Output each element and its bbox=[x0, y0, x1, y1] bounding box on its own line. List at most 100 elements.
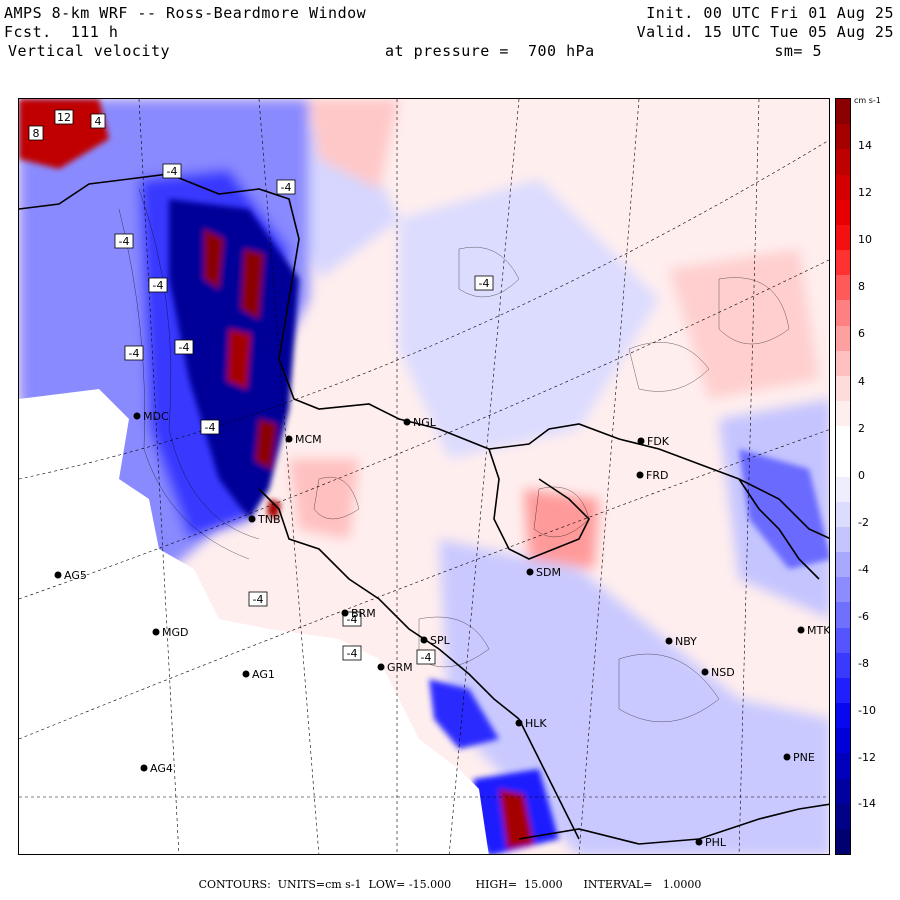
colorbar-segment bbox=[836, 753, 850, 779]
station-marker bbox=[54, 571, 62, 579]
colorbar-segment bbox=[836, 476, 850, 503]
station-marker bbox=[783, 753, 791, 761]
station-label: AG1 bbox=[252, 668, 275, 681]
colorbar-segment bbox=[836, 803, 850, 830]
colorbar-segment bbox=[836, 728, 850, 754]
contour-label: -4 bbox=[342, 645, 362, 661]
smoothing-label: sm= 5 bbox=[774, 42, 822, 60]
station-label: MTK bbox=[807, 624, 830, 637]
station-label: AG5 bbox=[64, 569, 87, 582]
station-marker bbox=[133, 412, 141, 420]
colorbar-tick-label: 6 bbox=[858, 327, 865, 340]
colorbar-segment bbox=[836, 501, 850, 528]
svg-text:-4: -4 bbox=[119, 235, 130, 248]
contour-label: -4 bbox=[174, 339, 194, 355]
colorbar-segment bbox=[836, 174, 850, 201]
contour-label: 12 bbox=[54, 109, 74, 125]
station-marker bbox=[248, 515, 256, 523]
station-marker bbox=[701, 668, 709, 676]
svg-text:-4: -4 bbox=[281, 181, 292, 194]
colorbar-segment bbox=[836, 350, 850, 377]
svg-text:-4: -4 bbox=[421, 651, 432, 664]
contour-label: -4 bbox=[148, 277, 168, 293]
station-nsd: NSD bbox=[701, 666, 735, 679]
colorbar-tick-label: -14 bbox=[858, 797, 876, 810]
svg-text:-4: -4 bbox=[153, 279, 164, 292]
colorbar-segment bbox=[836, 451, 850, 477]
colorbar-segment bbox=[836, 677, 850, 704]
station-label: TNB bbox=[257, 513, 281, 526]
station-ag4: AG4 bbox=[140, 762, 173, 775]
colorbar-tick-label: 0 bbox=[858, 469, 865, 482]
station-marker bbox=[695, 838, 703, 846]
station-marker bbox=[665, 637, 673, 645]
pressure-level: at pressure = 700 hPa bbox=[385, 42, 595, 60]
station-label: BRM bbox=[351, 607, 376, 620]
variable-name: Vertical velocity bbox=[8, 42, 171, 60]
contour-label: -4 bbox=[276, 179, 296, 195]
contour-label: 8 bbox=[28, 125, 44, 141]
station-marker bbox=[285, 435, 293, 443]
contour-label: -4 bbox=[416, 649, 436, 665]
station-phl: PHL bbox=[695, 836, 727, 849]
colorbar-segment bbox=[836, 778, 850, 805]
colorbar-tick-label: -10 bbox=[858, 704, 876, 717]
station-nby: NBY bbox=[665, 635, 697, 648]
colorbar-tick-label: 14 bbox=[858, 139, 872, 152]
svg-text:12: 12 bbox=[57, 111, 71, 124]
station-brm: BRM bbox=[341, 607, 376, 620]
contour-label: -4 bbox=[114, 233, 134, 249]
colorbar-segment bbox=[836, 552, 850, 578]
station-pne: PNE bbox=[783, 751, 815, 764]
station-mtk: MTK bbox=[797, 624, 830, 637]
station-label: GRM bbox=[387, 661, 413, 674]
station-sdm: SDM bbox=[526, 566, 561, 579]
svg-text:8: 8 bbox=[33, 127, 40, 140]
station-marker bbox=[637, 437, 645, 445]
contour-label: -4 bbox=[248, 591, 268, 607]
station-label: PNE bbox=[793, 751, 815, 764]
station-marker bbox=[377, 663, 385, 671]
station-label: FDK bbox=[647, 435, 670, 448]
station-label: SPL bbox=[430, 634, 451, 647]
colorbar-tick-label: -8 bbox=[858, 657, 869, 670]
svg-text:-4: -4 bbox=[479, 277, 490, 290]
contour-label: -4 bbox=[162, 163, 182, 179]
colorbar-units: cm s-1 bbox=[854, 96, 881, 105]
station-label: MDC bbox=[143, 410, 169, 423]
svg-text:-4: -4 bbox=[167, 165, 178, 178]
contour-info-footer: CONTOURS: UNITS=cm s-1 LOW= -15.000 HIGH… bbox=[198, 878, 702, 891]
colorbar-segment bbox=[836, 250, 850, 276]
colorbar-segment bbox=[836, 652, 850, 679]
station-marker bbox=[797, 626, 805, 634]
colorbar-segment bbox=[836, 149, 850, 175]
station-fdk: FDK bbox=[637, 435, 670, 448]
colorbar-segment bbox=[836, 275, 850, 301]
no-data-region bbox=[19, 389, 489, 854]
station-marker bbox=[515, 719, 523, 727]
contour-label: -4 bbox=[200, 419, 220, 435]
colorbar-segment bbox=[836, 199, 850, 226]
colorbar-tick-label: -6 bbox=[858, 610, 869, 623]
colorbar-segment bbox=[836, 627, 850, 654]
colorbar-segment bbox=[836, 300, 850, 326]
contour-label: -4 bbox=[124, 345, 144, 361]
lat-lon-grid bbox=[19, 99, 829, 854]
colorbar-tick-label: 2 bbox=[858, 422, 865, 435]
station-label: FRD bbox=[646, 469, 668, 482]
station-label: MCM bbox=[295, 433, 322, 446]
map-plot: 12 8 4 -4 -4 -4 bbox=[18, 98, 830, 855]
colorbar-tick-label: -4 bbox=[858, 563, 869, 576]
station-marker bbox=[420, 636, 428, 644]
station-label: HLK bbox=[525, 717, 547, 730]
station-marker bbox=[403, 418, 411, 426]
station-label: MGD bbox=[162, 626, 189, 639]
colorbar-segment bbox=[836, 602, 850, 628]
intense-features bbox=[19, 99, 829, 854]
svg-text:-4: -4 bbox=[347, 613, 358, 626]
contour-label: -4 bbox=[342, 611, 362, 627]
contour-lines bbox=[118, 188, 790, 723]
station-marker bbox=[636, 471, 644, 479]
colorbar-tick-label: -2 bbox=[858, 516, 869, 529]
colorbar-tick-label: 8 bbox=[858, 280, 865, 293]
